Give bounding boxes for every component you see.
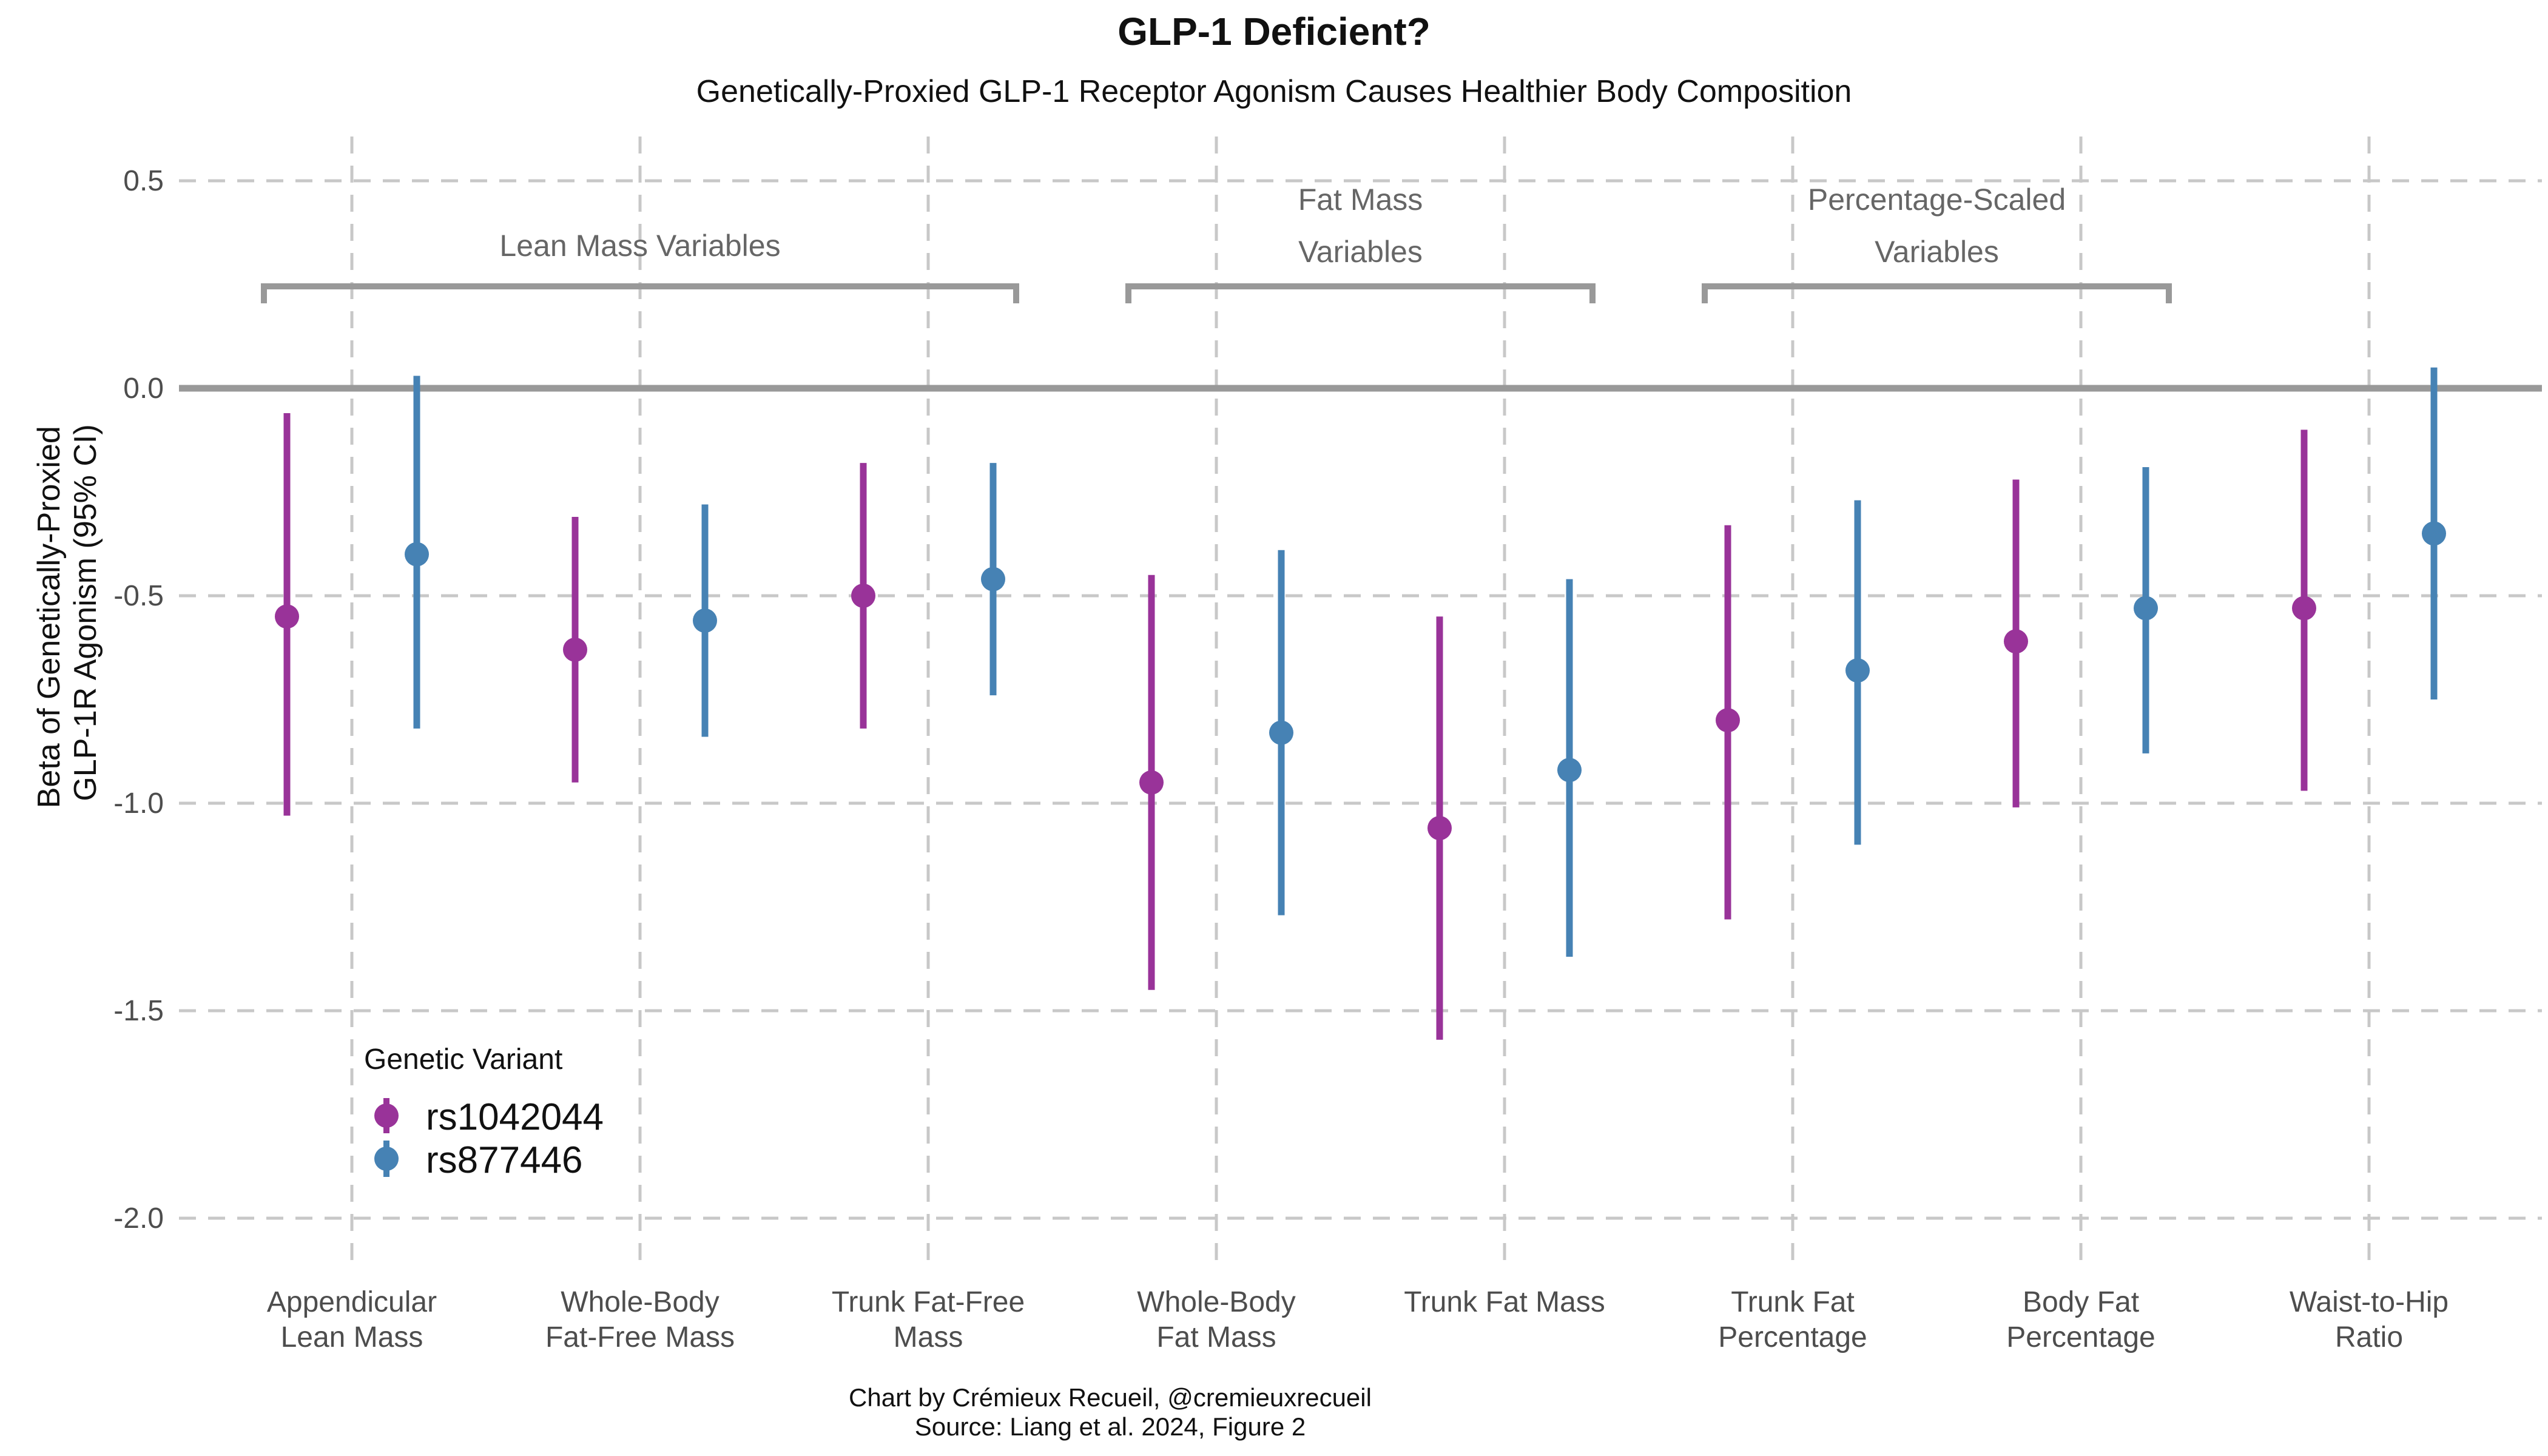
point-rs1042044 <box>1139 770 1164 795</box>
point-rs877446 <box>1845 658 1870 683</box>
x-tick-label: Waist-to-Hip Ratio <box>2290 1286 2449 1353</box>
group-label: Fat Mass Variables <box>1298 183 1423 269</box>
legend-title: Genetic Variant <box>364 1043 562 1076</box>
group-label: Percentage-Scaled Variables <box>1808 183 2066 269</box>
legend: Genetic Variant rs1042044 rs877446 <box>364 1043 604 1181</box>
y-tick-label: -1.5 <box>113 995 164 1027</box>
group-brackets: Lean Mass Variables Fat Mass Variables Perc… <box>261 183 2172 303</box>
point-rs877446 <box>405 542 429 567</box>
legend-key-point-rs877446 <box>374 1147 399 1171</box>
point-rs877446 <box>693 608 717 633</box>
x-tick-label: Trunk Fat Percentage <box>1718 1286 1867 1353</box>
y-tick-label: -1.0 <box>113 787 164 820</box>
grid <box>179 136 2542 1265</box>
y-axis-label-line-2: GLP-1R Agonism (95% CI) <box>68 424 103 801</box>
x-tick-label: Body Fat Percentage <box>2006 1286 2155 1353</box>
axes: 0.5 0.0 -0.5 -1.0 -1.5 -2.0 Appendicular Lean M… <box>113 165 2449 1353</box>
point-rs1042044 <box>1716 708 1740 733</box>
point-rs877446 <box>1269 720 1293 745</box>
y-axis-label-line-1: Beta of Genetically-Proxied <box>32 426 67 808</box>
y-tick-label: 0.0 <box>123 372 164 405</box>
x-tick-label: Whole-Body Fat-Free Mass <box>545 1286 735 1353</box>
point-rs877446 <box>2134 596 2158 621</box>
legend-label-rs877446: rs877446 <box>426 1139 583 1181</box>
point-rs877446 <box>981 567 1005 592</box>
point-rs1042044 <box>563 637 587 662</box>
x-tick-label: Trunk Fat Mass <box>1404 1286 1605 1318</box>
point-rs1042044 <box>1427 816 1452 841</box>
group-bracket <box>261 283 1019 303</box>
y-axis-label: Beta of Genetically-Proxied GLP-1R Agoni… <box>32 417 103 809</box>
point-rs1042044 <box>275 604 299 629</box>
y-tick-label: -2.0 <box>113 1202 164 1235</box>
point-rs877446 <box>2422 521 2446 546</box>
legend-label-rs1042044: rs1042044 <box>426 1096 604 1138</box>
group-label: Lean Mass Variables <box>499 229 780 263</box>
point-rs1042044 <box>851 584 875 608</box>
y-tick-label: 0.5 <box>123 165 164 197</box>
x-tick-label: Whole-Body Fat Mass <box>1137 1286 1295 1353</box>
caption-credit: Chart by Crémieux Recueil, @cremieuxrecu… <box>849 1383 1372 1412</box>
group-bracket <box>1125 283 1596 303</box>
legend-key-point-rs1042044 <box>374 1104 399 1128</box>
point-rs1042044 <box>2292 596 2316 621</box>
chart-title: GLP-1 Deficient? <box>1117 10 1431 53</box>
group-bracket <box>1702 283 2172 303</box>
point-rs877446 <box>1557 758 1582 783</box>
x-tick-label: Trunk Fat-Free Mass <box>832 1286 1025 1353</box>
x-tick-label: Appendicular Lean Mass <box>267 1286 437 1353</box>
chart-subtitle: Genetically-Proxied GLP-1 Receptor Agoni… <box>696 74 1852 109</box>
data-layer <box>275 367 2446 1040</box>
caption-source: Source: Liang et al. 2024, Figure 2 <box>915 1412 1306 1441</box>
point-rs1042044 <box>2004 629 2028 654</box>
y-tick-label: -0.5 <box>113 580 164 612</box>
